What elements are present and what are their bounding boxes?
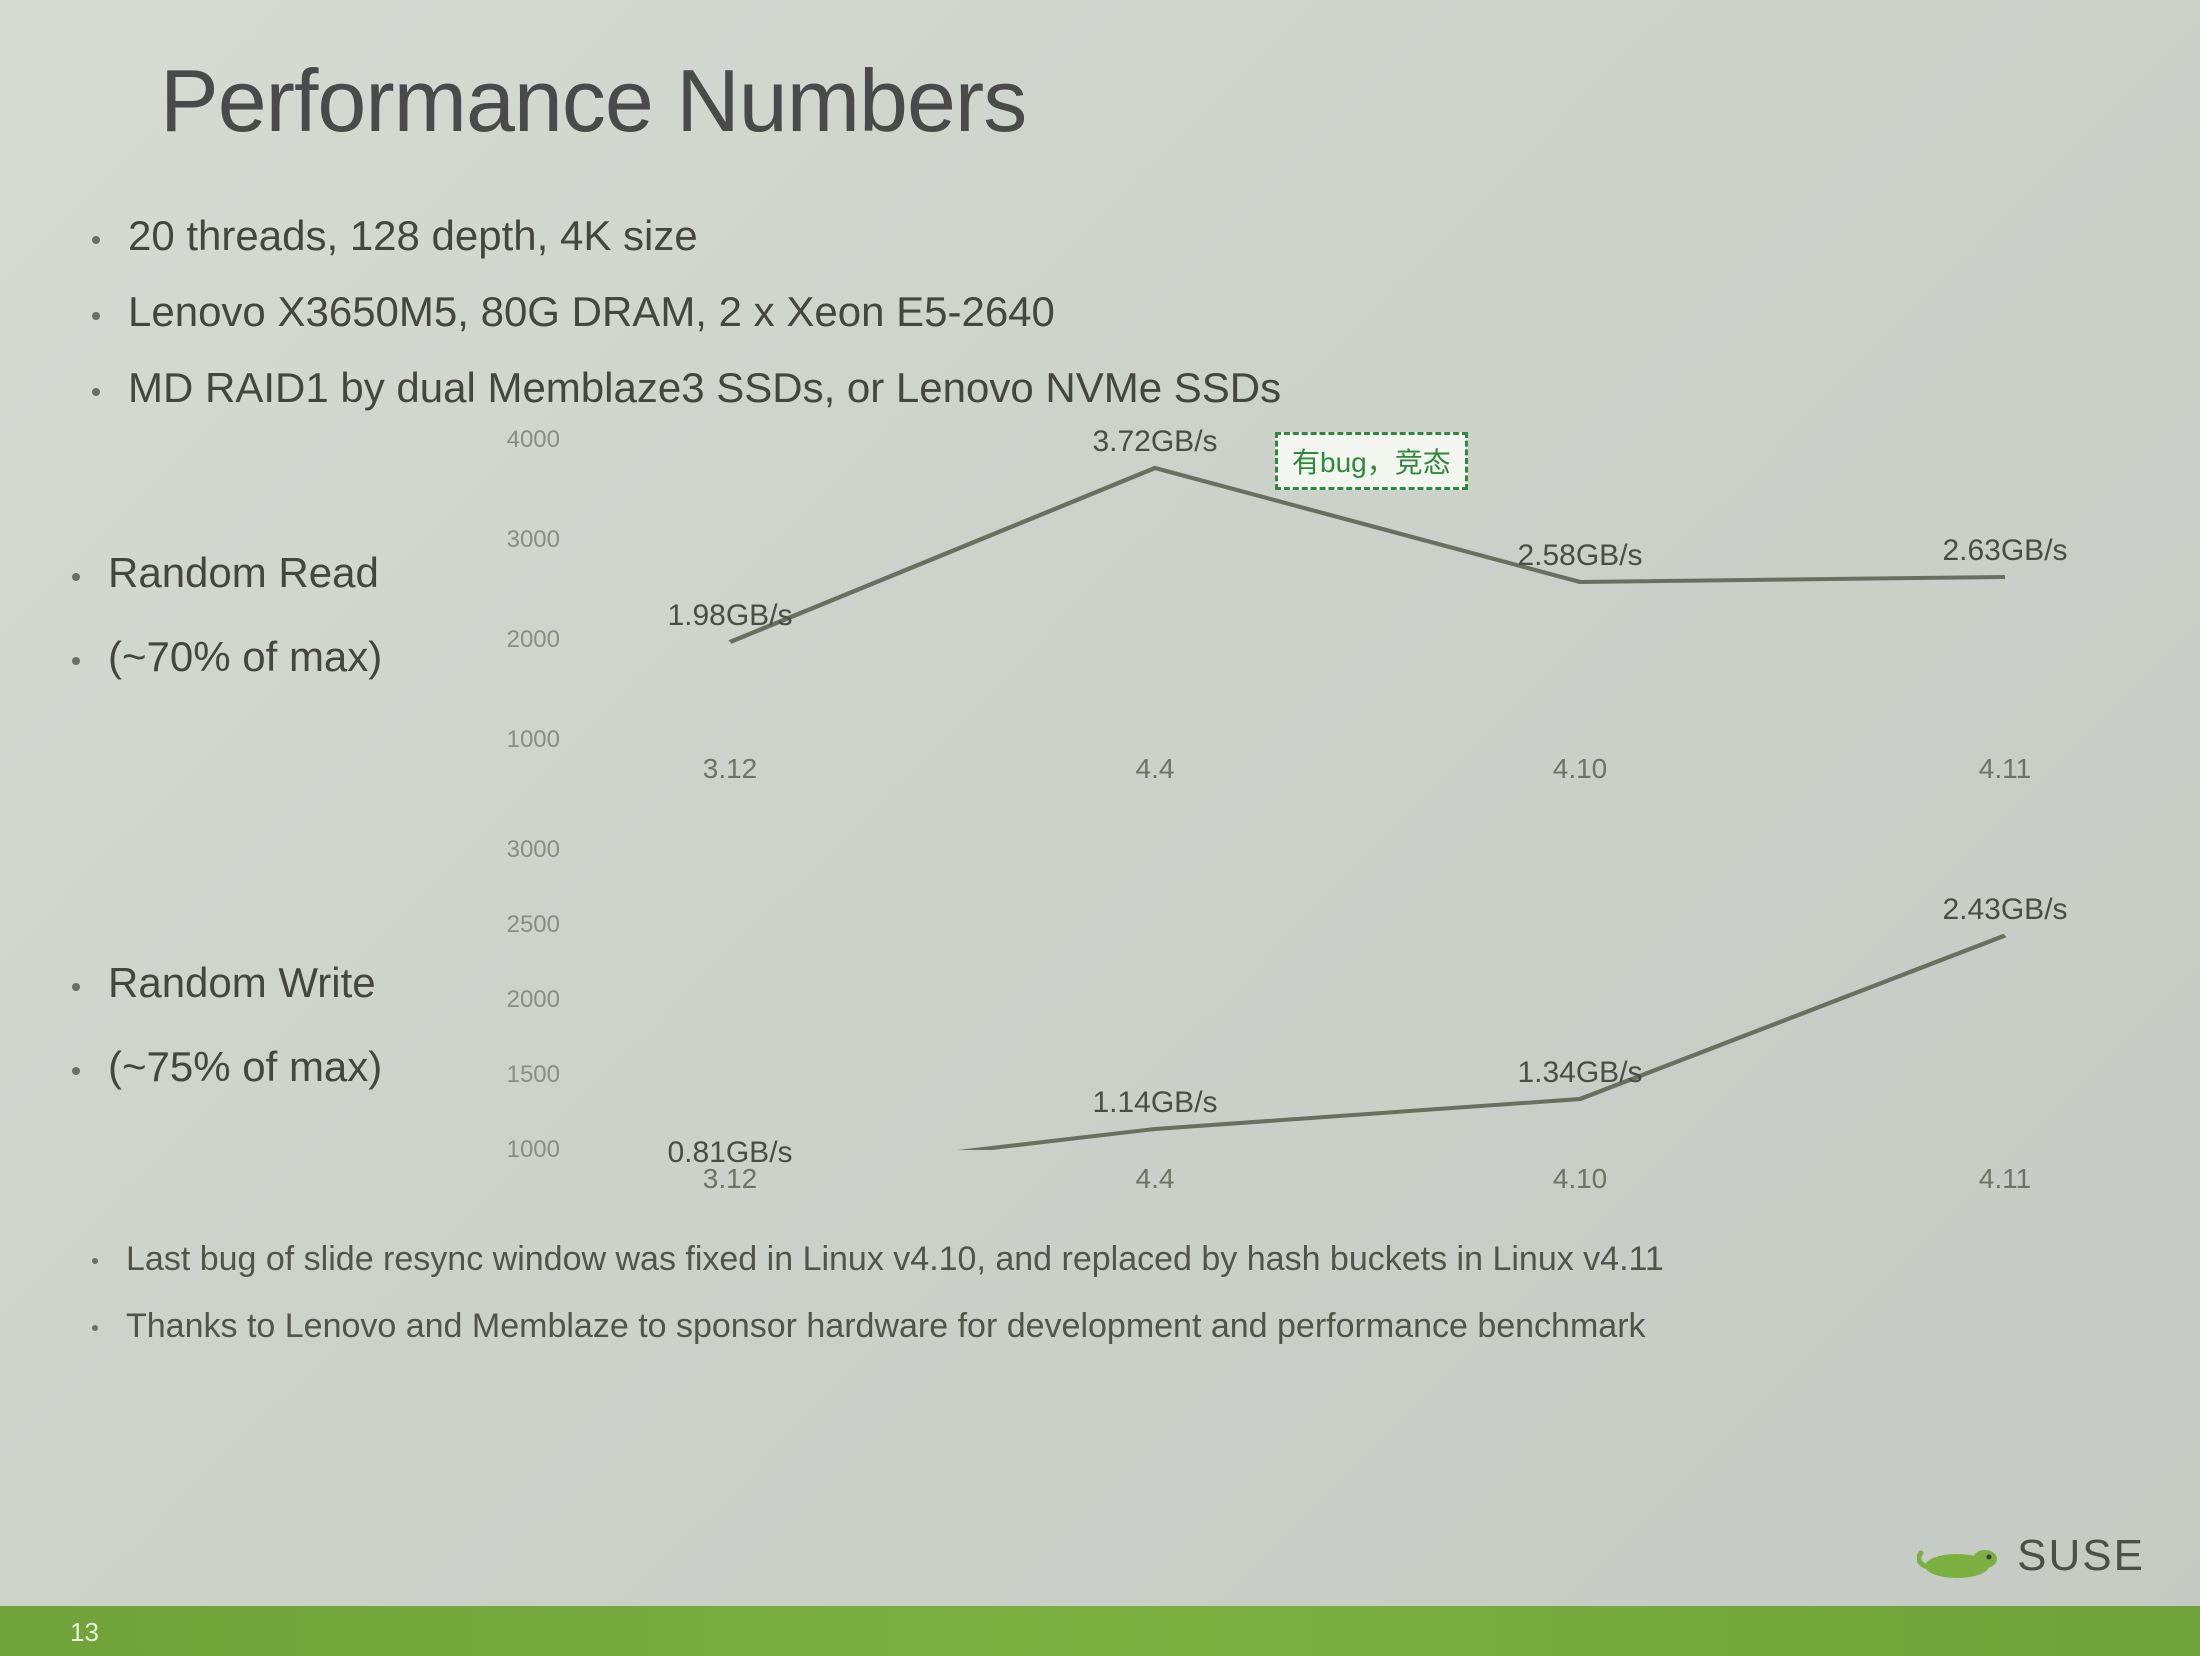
- chart-side-labels: Random Write (~75% of max): [60, 850, 480, 1200]
- bug-annotation: 有bug，竞态: [1275, 432, 1468, 490]
- bullet-text: Lenovo X3650M5, 80G DRAM, 2 x Xeon E5-26…: [128, 288, 1055, 336]
- data-point-label: 2.63GB/s: [1942, 534, 2067, 568]
- chart-area: 10001500200025003000 0.81GB/s1.14GB/s1.3…: [500, 850, 2100, 1200]
- suse-logo: SUSE: [1917, 1531, 2145, 1581]
- bullet-item: MD RAID1 by dual Memblaze3 SSDs, or Leno…: [80, 364, 2140, 412]
- chameleon-icon: [1917, 1531, 2007, 1581]
- chart-side-labels: Random Read (~70% of max): [60, 440, 480, 790]
- y-tick-label: 3000: [507, 836, 560, 864]
- series-line: [730, 936, 2005, 1151]
- bullet-dot-icon: [92, 388, 100, 396]
- bullet-text: 20 threads, 128 depth, 4K size: [128, 212, 698, 260]
- random-read-chart: Random Read (~70% of max) 10002000300040…: [60, 440, 2140, 790]
- chart-label: (~75% of max): [108, 1043, 382, 1091]
- data-point-label: 1.98GB/s: [667, 599, 792, 633]
- x-axis-labels: 3.12 4.4 4.10 4.11: [580, 740, 2080, 790]
- chart-label: Random Read: [108, 549, 379, 597]
- top-bullet-list: 20 threads, 128 depth, 4K size Lenovo X3…: [80, 212, 2140, 412]
- y-tick-label: 3000: [507, 526, 560, 554]
- x-tick-label: 3.12: [703, 1163, 758, 1195]
- data-point-label: 2.43GB/s: [1942, 893, 2067, 927]
- bullet-dot-icon: [92, 312, 100, 320]
- data-point-label: 1.14GB/s: [1092, 1086, 1217, 1120]
- x-tick-label: 3.12: [703, 753, 758, 785]
- data-point-label: 3.72GB/s: [1092, 425, 1217, 459]
- presentation-slide: Performance Numbers 20 threads, 128 dept…: [0, 0, 2200, 1656]
- bullet-item: Last bug of slide resync window was fixe…: [80, 1240, 2140, 1279]
- footer-bar: 13: [0, 1606, 2200, 1656]
- bullet-item: Lenovo X3650M5, 80G DRAM, 2 x Xeon E5-26…: [80, 288, 2140, 336]
- x-tick-label: 4.10: [1553, 753, 1608, 785]
- y-tick-label: 4000: [507, 426, 560, 454]
- y-axis-ticks: 1000200030004000: [500, 440, 570, 740]
- page-number: 13: [70, 1617, 99, 1648]
- y-axis-ticks: 10001500200025003000: [500, 850, 570, 1150]
- bullet-dot-icon: [72, 983, 80, 991]
- plot-region: 1.98GB/s3.72GB/s2.58GB/s2.63GB/s有bug，竞态: [580, 440, 2080, 740]
- bullet-text: MD RAID1 by dual Memblaze3 SSDs, or Leno…: [128, 364, 1281, 412]
- x-tick-label: 4.10: [1553, 1163, 1608, 1195]
- slide-title: Performance Numbers: [160, 50, 2140, 152]
- chart-label: (~70% of max): [108, 633, 382, 681]
- x-tick-label: 4.4: [1136, 753, 1175, 785]
- x-tick-label: 4.11: [1979, 753, 2031, 785]
- footer-bullet-list: Last bug of slide resync window was fixe…: [80, 1240, 2140, 1346]
- x-tick-label: 4.4: [1136, 1163, 1175, 1195]
- bullet-text: Thanks to Lenovo and Memblaze to sponsor…: [126, 1307, 1646, 1346]
- line-svg: [580, 850, 2080, 1150]
- bullet-dot-icon: [92, 1325, 98, 1331]
- y-tick-label: 1000: [507, 1136, 560, 1164]
- bullet-item: Thanks to Lenovo and Memblaze to sponsor…: [80, 1307, 2140, 1346]
- data-point-label: 2.58GB/s: [1517, 539, 1642, 573]
- bullet-dot-icon: [72, 657, 80, 665]
- plot-region: 0.81GB/s1.14GB/s1.34GB/s2.43GB/s: [580, 850, 2080, 1150]
- x-tick-label: 4.11: [1979, 1163, 2031, 1195]
- bullet-dot-icon: [72, 1067, 80, 1075]
- bullet-item: 20 threads, 128 depth, 4K size: [80, 212, 2140, 260]
- bullet-dot-icon: [92, 1258, 98, 1264]
- bullet-text: Last bug of slide resync window was fixe…: [126, 1240, 1664, 1279]
- y-tick-label: 1500: [507, 1061, 560, 1089]
- y-tick-label: 2000: [507, 986, 560, 1014]
- bullet-dot-icon: [72, 573, 80, 581]
- bullet-dot-icon: [92, 236, 100, 244]
- x-axis-labels: 3.12 4.4 4.10 4.11: [580, 1150, 2080, 1200]
- random-write-chart: Random Write (~75% of max) 1000 1500 2000 2…: [60, 850, 2140, 1200]
- y-tick-label: 2000: [507, 626, 560, 654]
- logo-text: SUSE: [2017, 1531, 2145, 1581]
- data-point-label: 1.34GB/s: [1517, 1056, 1642, 1090]
- series-line: [730, 468, 2005, 642]
- chart-area: 1000200030004000 1.98GB/s3.72GB/s2.58GB/…: [500, 440, 2100, 790]
- y-tick-label: 1000: [507, 726, 560, 754]
- chart-label: Random Write: [108, 959, 376, 1007]
- y-tick-label: 2500: [507, 911, 560, 939]
